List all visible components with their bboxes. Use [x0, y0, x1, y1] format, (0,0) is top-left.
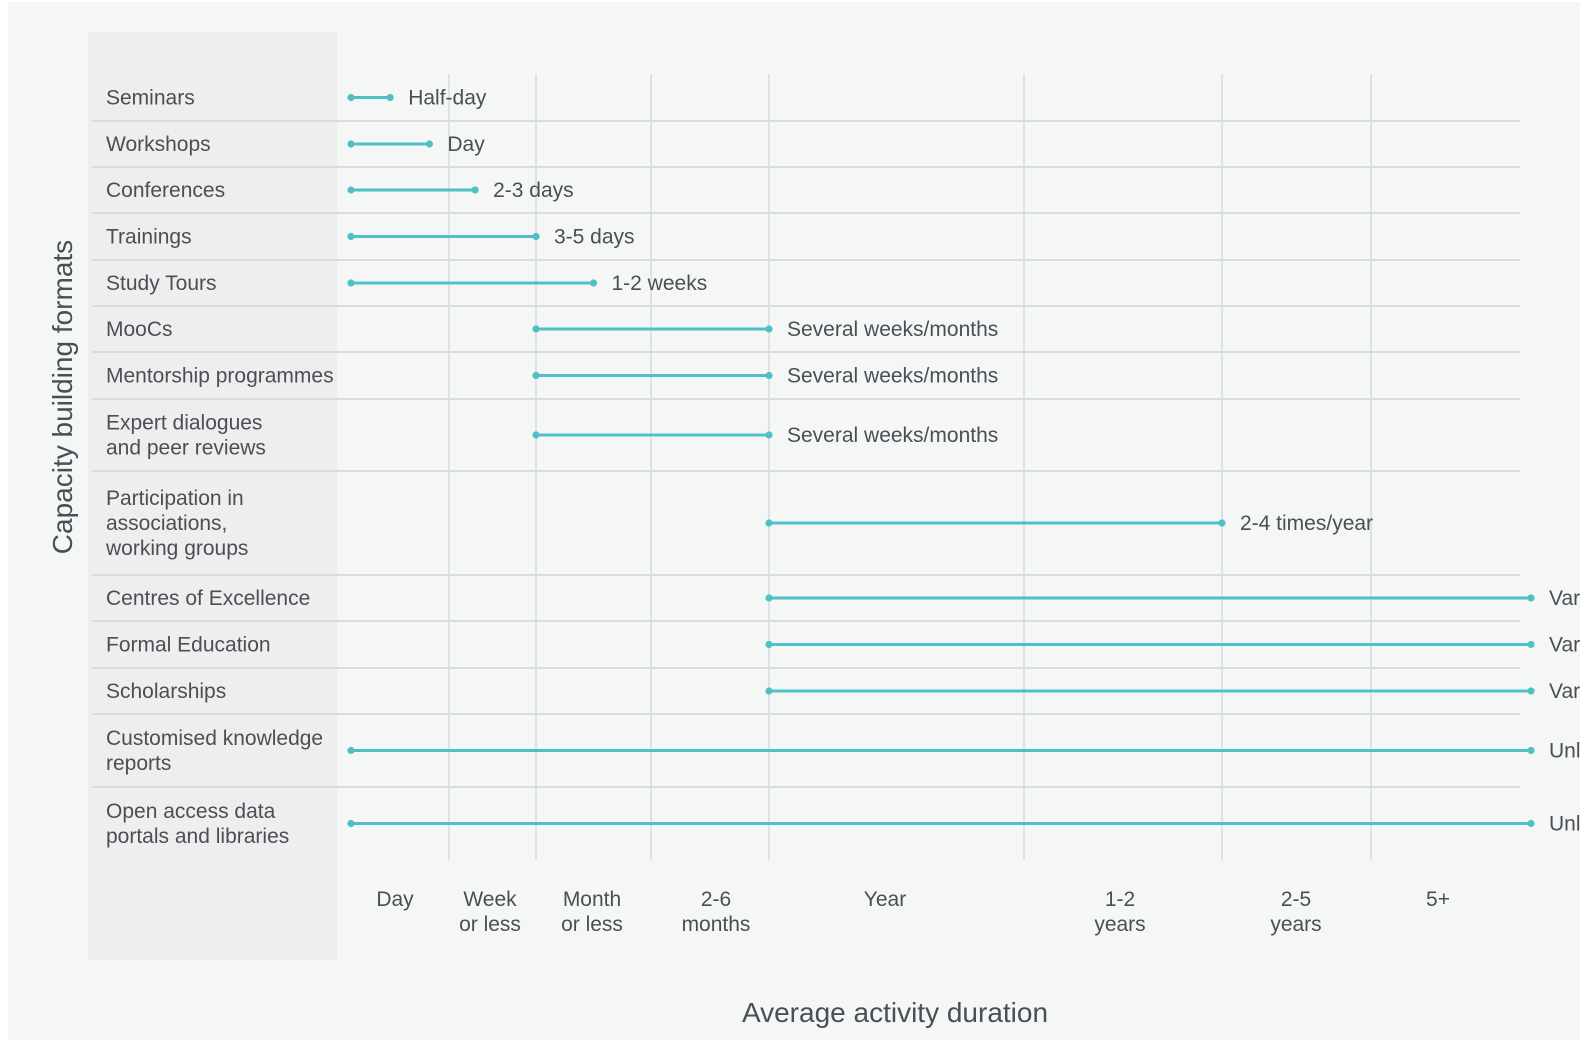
duration-label: Unlimited [1549, 740, 1580, 763]
row-label: Open access data portals and libraries [106, 800, 289, 848]
bar-start-dot [765, 519, 773, 527]
bar-start-dot [532, 371, 540, 380]
duration-label: 1-2 weeks [612, 272, 708, 295]
bar-end-dot [1527, 687, 1535, 695]
duration-label: Varies [1549, 680, 1580, 703]
row-label: Participation in associations, working gro… [105, 487, 248, 560]
row-label: Customised knowledge reports [106, 727, 323, 775]
duration-label: 2-3 days [493, 179, 574, 202]
duration-label: Varies [1549, 634, 1580, 657]
row-label: Seminars [106, 87, 195, 110]
x-tick-label: Year [864, 888, 906, 911]
row-label: Study Tours [106, 272, 217, 295]
x-axis-title: Average activity duration [742, 997, 1048, 1028]
duration-label: Several weeks/months [787, 318, 998, 341]
duration-label: 2-4 times/year [1240, 512, 1373, 535]
duration-label: Several weeks/months [787, 365, 998, 388]
row-label: Conferences [106, 179, 225, 202]
row-label: Formal Education [106, 634, 271, 657]
bar-start-dot [347, 232, 355, 241]
bar-end-dot [1527, 746, 1535, 755]
row-label: Centres of Excellence [106, 587, 310, 610]
row-label: Trainings [106, 226, 192, 249]
row-label: Mentorship programmes [106, 365, 334, 388]
bar-start-dot [347, 186, 355, 194]
bar-start-dot [347, 746, 355, 755]
bar-end-dot [532, 232, 540, 241]
x-tick-label: Week or less [459, 888, 521, 936]
bar-end-dot [765, 431, 773, 439]
bar-end-dot [765, 325, 773, 333]
bar-start-dot [532, 325, 540, 333]
bar-end-dot [386, 93, 394, 102]
bar-start-dot [347, 140, 355, 148]
label-panel [88, 32, 337, 960]
x-tick-label: 2-5 years [1270, 888, 1321, 936]
bar-start-dot [347, 819, 355, 828]
bar-start-dot [765, 687, 773, 695]
row-label: Workshops [106, 133, 211, 156]
bar-start-dot [765, 640, 773, 649]
x-tick-label: Day [376, 888, 414, 911]
row-label: Expert dialogues and peer reviews [106, 412, 266, 460]
bar-start-dot [765, 594, 773, 602]
bar-end-dot [589, 279, 598, 287]
bar-end-dot [1527, 594, 1535, 602]
duration-label: 3-5 days [554, 226, 635, 249]
bar-start-dot [347, 279, 355, 287]
bar-end-dot [1218, 519, 1226, 527]
bar-end-dot [471, 186, 479, 194]
row-label: Scholarships [106, 680, 226, 703]
bar-end-dot [1527, 819, 1535, 828]
duration-label: Varies [1549, 587, 1580, 610]
x-tick-label: 5+ [1426, 888, 1450, 911]
bar-end-dot [1527, 640, 1535, 649]
duration-label: Unlimited [1549, 813, 1580, 836]
duration-label: Half-day [408, 87, 487, 110]
x-tick-label: 1-2 years [1094, 888, 1145, 936]
row-label: MooCs [106, 318, 173, 341]
x-tick-label: 2-6 months [682, 888, 751, 936]
duration-label: Several weeks/months [787, 424, 998, 447]
bar-end-dot [765, 371, 773, 380]
duration-label: Day [447, 133, 485, 156]
x-tick-label: Month or less [561, 888, 623, 936]
bar-start-dot [532, 431, 540, 439]
y-axis-title: Capacity building formats [47, 240, 78, 554]
bar-end-dot [425, 140, 433, 148]
bar-start-dot [347, 93, 355, 102]
